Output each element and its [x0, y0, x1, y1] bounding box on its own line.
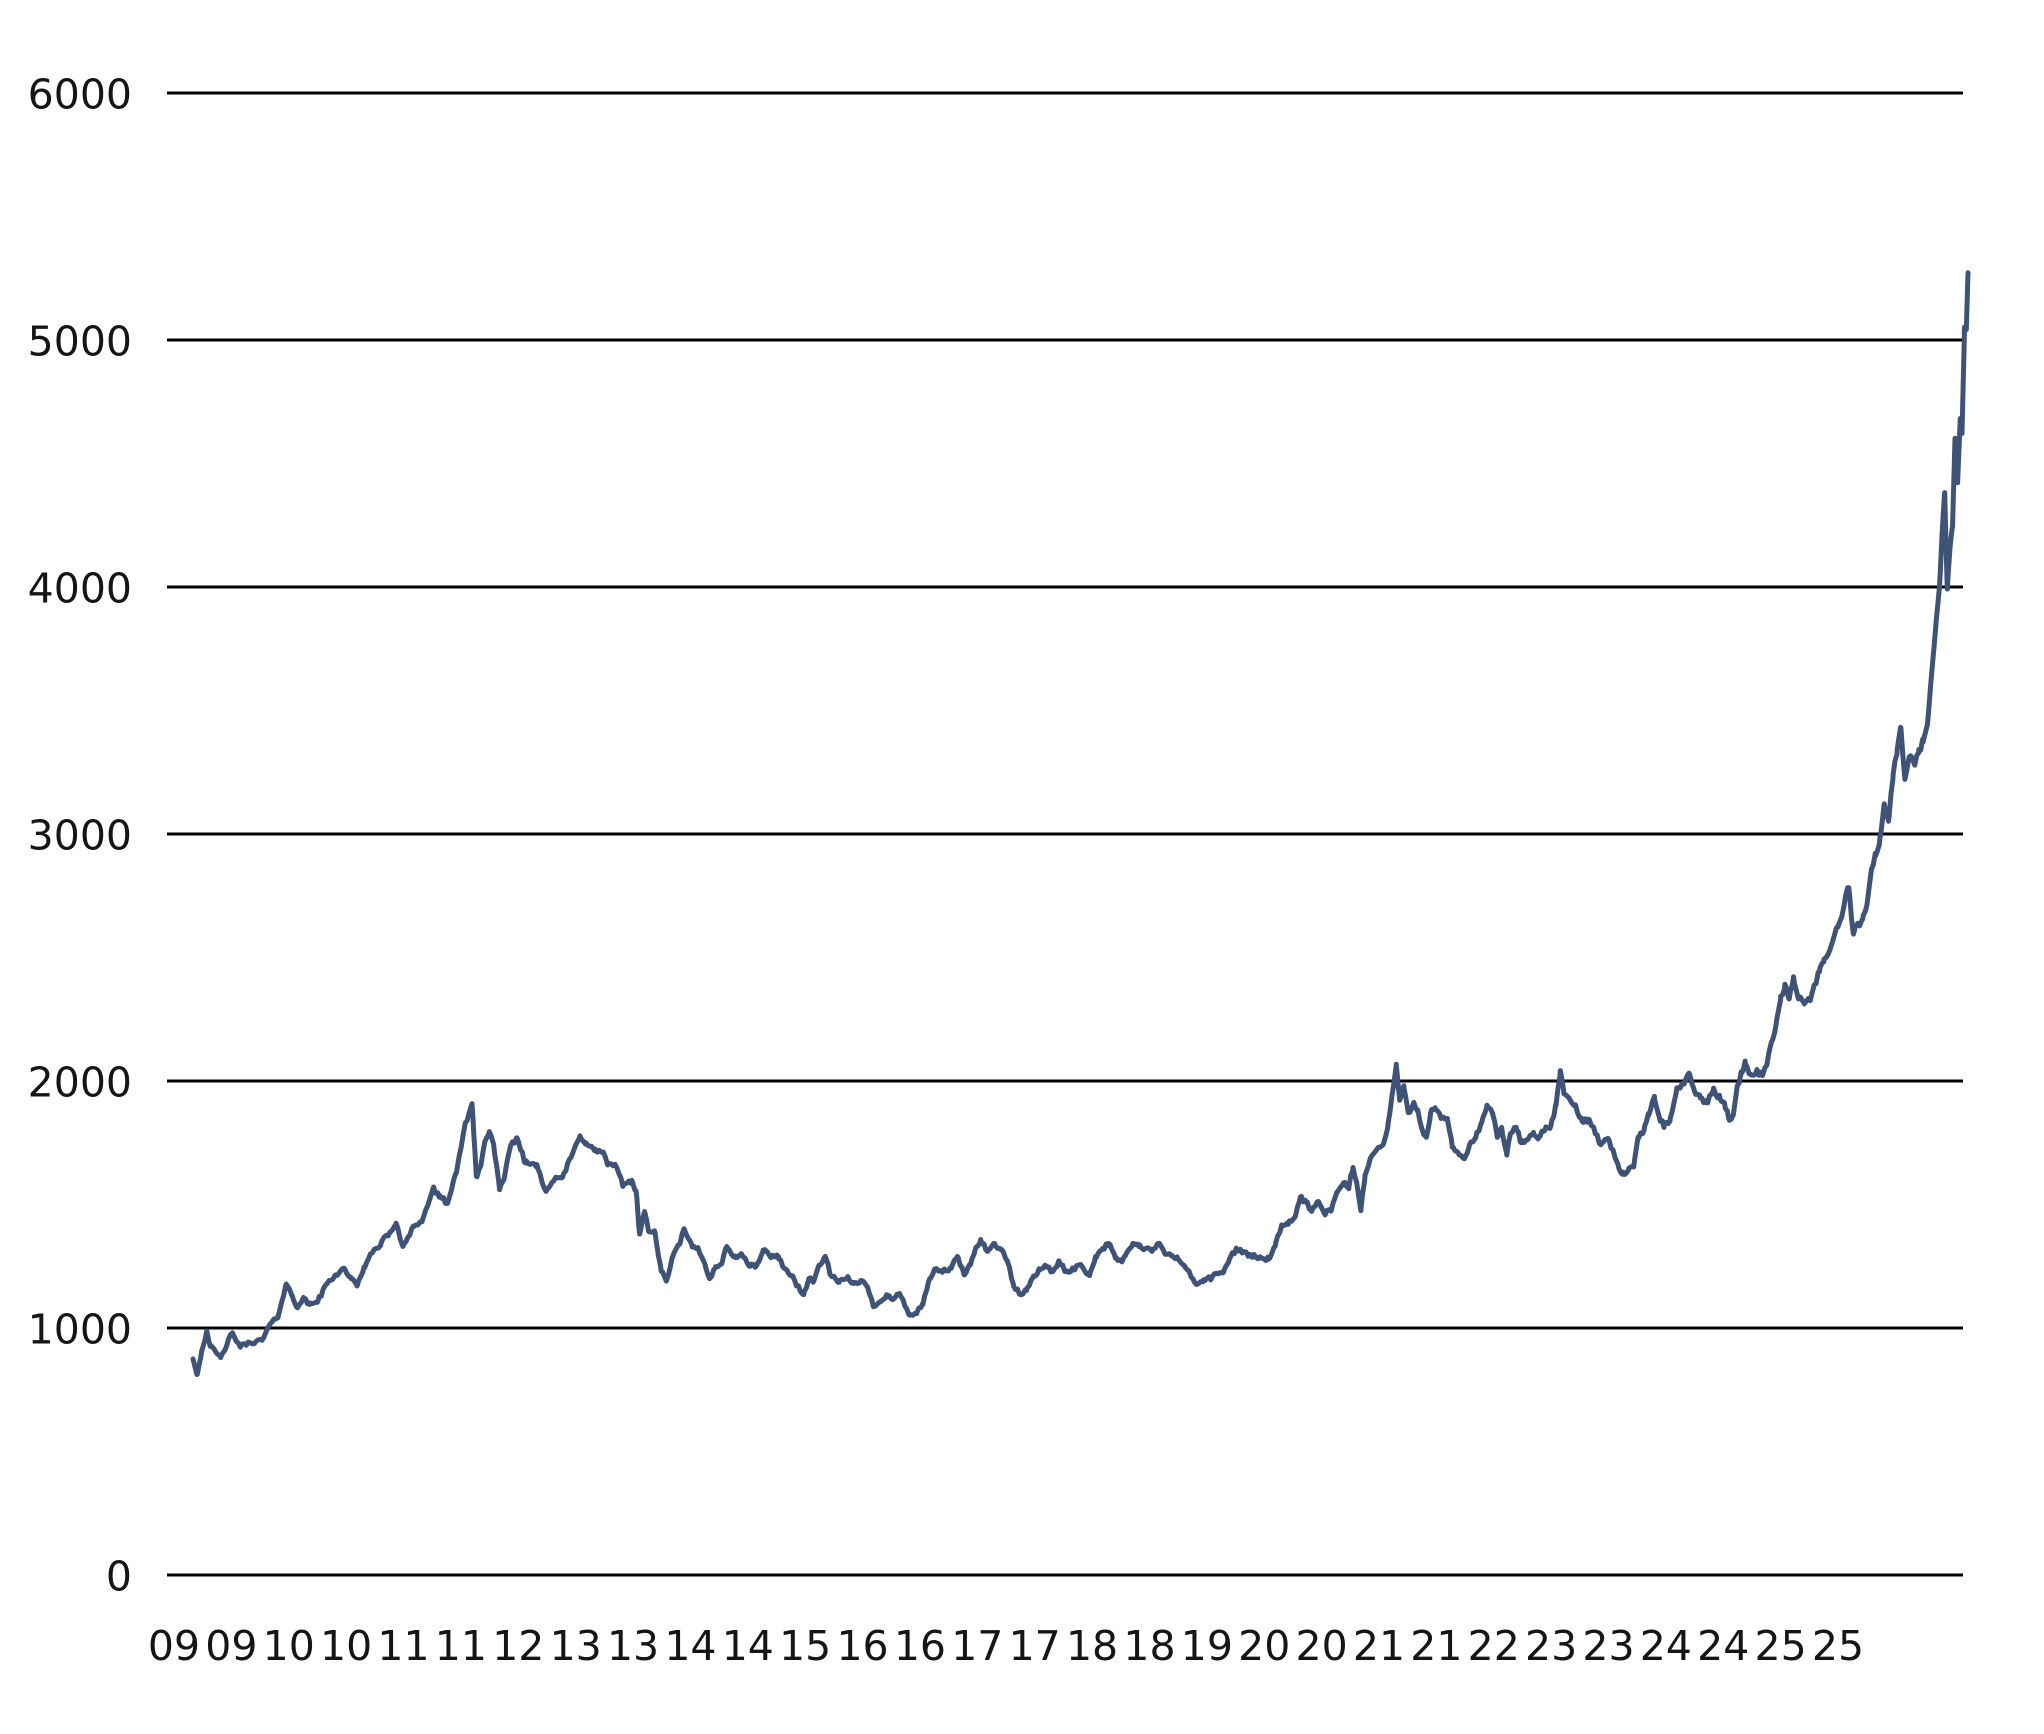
x-axis-label-14: 17 — [951, 1622, 1003, 1670]
x-axis-label-28: 25 — [1755, 1622, 1807, 1670]
x-axis-label-0: 09 — [148, 1622, 200, 1670]
x-axis-label-10: 14 — [722, 1622, 774, 1670]
y-axis-label-5000: 5000 — [28, 317, 132, 365]
x-axis-label-23: 22 — [1468, 1622, 1520, 1670]
x-axis-label-17: 18 — [1123, 1622, 1175, 1670]
x-axis-label-4: 11 — [377, 1622, 429, 1670]
x-axis-label-7: 13 — [550, 1622, 602, 1670]
x-axis-label-29: 25 — [1812, 1622, 1864, 1670]
x-axis-label-16: 18 — [1066, 1622, 1118, 1670]
x-axis-label-1: 09 — [205, 1622, 257, 1670]
price-series-line — [190, 270, 1971, 1377]
y-axis-label-2000: 2000 — [28, 1058, 132, 1106]
x-axis-label-24: 23 — [1525, 1622, 1577, 1670]
y-axis-label-6000: 6000 — [28, 70, 132, 118]
x-axis-label-11: 15 — [779, 1622, 831, 1670]
x-axis-label-25: 23 — [1582, 1622, 1634, 1670]
x-axis-label-13: 16 — [894, 1622, 946, 1670]
x-axis-label-9: 14 — [664, 1622, 716, 1670]
x-axis-label-26: 24 — [1640, 1622, 1692, 1670]
x-axis-label-22: 21 — [1410, 1622, 1462, 1670]
x-axis-labels-group: 09 09 10 10 11 11 12 13 13 14 14 15 16 16 17 17 18 18 19 20… — [148, 1622, 1864, 1670]
y-axis-label-1000: 1000 — [28, 1305, 132, 1353]
y-axis-label-3000: 3000 — [28, 811, 132, 859]
x-axis-label-8: 13 — [607, 1622, 659, 1670]
x-axis-label-3: 10 — [320, 1622, 372, 1670]
x-axis-label-19: 20 — [1238, 1622, 1290, 1670]
x-axis-label-20: 20 — [1296, 1622, 1348, 1670]
y-axis-labels-group: 0 1000 2000 3000 4000 5000 6000 — [28, 70, 132, 1600]
y-axis-label-4000: 4000 — [28, 564, 132, 612]
x-axis-label-21: 21 — [1353, 1622, 1405, 1670]
series-group — [190, 270, 1971, 1377]
x-axis-label-6: 12 — [492, 1622, 544, 1670]
x-axis-label-12: 16 — [836, 1622, 888, 1670]
x-axis-label-15: 17 — [1009, 1622, 1061, 1670]
x-axis-label-18: 19 — [1181, 1622, 1233, 1670]
y-axis-label-0: 0 — [106, 1552, 132, 1600]
gridlines-group — [167, 91, 1963, 1577]
x-axis-label-2: 10 — [263, 1622, 315, 1670]
x-axis-label-5: 11 — [435, 1622, 487, 1670]
x-axis-label-27: 24 — [1697, 1622, 1749, 1670]
